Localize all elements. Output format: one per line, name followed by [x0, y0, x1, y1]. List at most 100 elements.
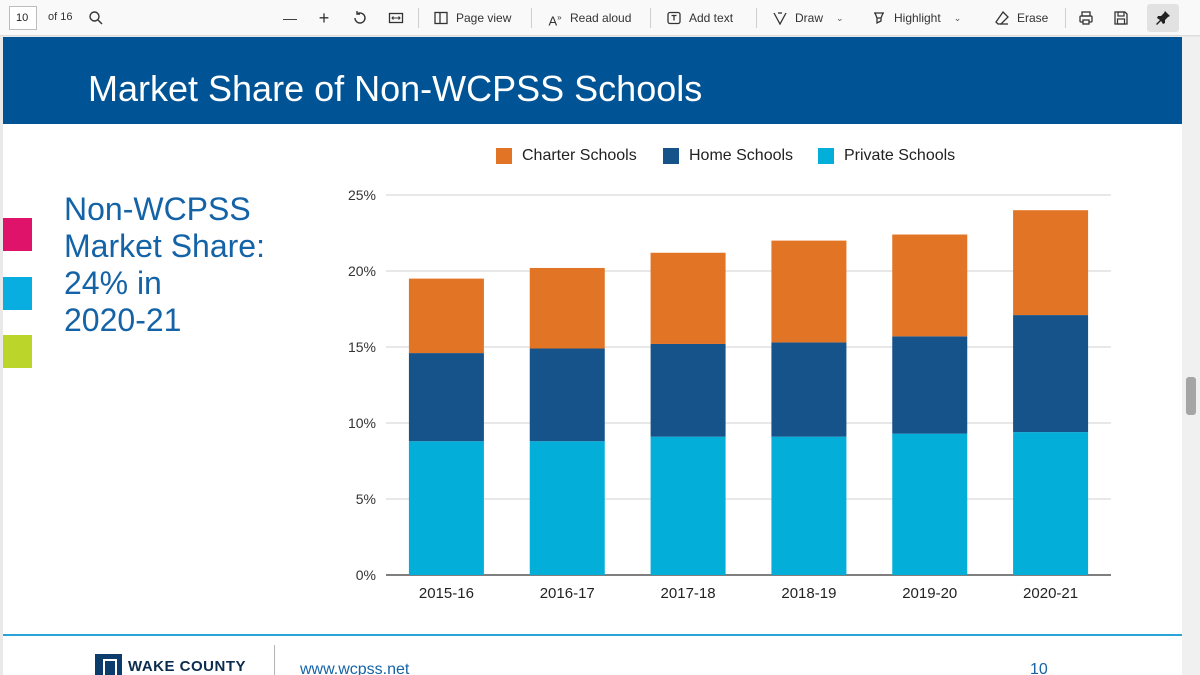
page-view-button[interactable]: Page view	[433, 4, 511, 32]
search-icon	[89, 11, 103, 25]
page-count: of 16	[48, 11, 73, 23]
toolbar-separator	[756, 8, 757, 28]
wake-county-logo-text: WAKE COUNTY	[128, 657, 246, 675]
draw-chevron-down-icon[interactable]: ⌄	[836, 12, 844, 23]
bar-segment-private-schools	[892, 433, 968, 575]
search-button[interactable]	[88, 4, 104, 32]
market-share-callout: Non-WCPSS Market Share: 24% in 2020-21	[64, 191, 304, 339]
y-tick-label: 10%	[348, 415, 376, 431]
bar-segment-private-schools	[771, 436, 847, 575]
add-text-icon	[667, 11, 681, 25]
page-view-label: Page view	[456, 11, 512, 25]
save-button[interactable]	[1113, 4, 1129, 32]
callout-line: Market Share:	[64, 228, 265, 264]
add-text-label: Add text	[689, 11, 734, 25]
print-button[interactable]	[1078, 4, 1094, 32]
draw-icon	[773, 12, 787, 26]
legend-item-charter: Charter Schools	[496, 147, 637, 165]
zoom-out-button[interactable]: —	[282, 4, 298, 32]
footer-page-number: 10	[1030, 661, 1048, 675]
toolbar-separator	[531, 8, 532, 28]
callout-line: Non-WCPSS	[64, 191, 251, 227]
bar-segment-home-schools	[771, 342, 847, 437]
fit-width-button[interactable]	[388, 4, 404, 32]
legend-swatch-charter	[496, 148, 512, 164]
title-bar: Market Share of Non-WCPSS Schools	[3, 37, 1182, 124]
legend-label-home: Home Schools	[689, 147, 794, 164]
read-aloud-button[interactable]: A» Read aloud	[547, 4, 631, 32]
bar-segment-home-schools	[892, 336, 968, 434]
bar-segment-charter-schools	[892, 234, 968, 337]
bar-segment-private-schools	[650, 436, 726, 575]
plus-icon: +	[318, 8, 330, 28]
bar-segment-home-schools	[408, 353, 484, 442]
pin-toolbar-button[interactable]	[1147, 4, 1179, 32]
pin-icon	[1156, 11, 1170, 25]
add-text-button[interactable]: Add text	[666, 4, 733, 32]
accent-square-cyan	[3, 277, 32, 310]
fit-width-icon	[388, 12, 404, 24]
bar-segment-private-schools	[408, 441, 484, 575]
toolbar-separator	[650, 8, 651, 28]
highlight-icon	[874, 12, 884, 25]
bar-segment-charter-schools	[529, 267, 605, 349]
accent-square-pink	[3, 218, 32, 251]
slide-title: Market Share of Non-WCPSS Schools	[88, 68, 703, 109]
y-tick-label: 5%	[356, 491, 376, 507]
slide-page: Market Share of Non-WCPSS Schools Non-WC…	[3, 37, 1182, 675]
wake-county-logo-icon	[95, 654, 122, 675]
erase-label: Erase	[1017, 11, 1049, 25]
bar-segment-home-schools	[529, 348, 605, 442]
bar-segment-private-schools	[1013, 432, 1089, 575]
wake-county-logo: WAKE COUNTY	[95, 654, 246, 675]
x-tick-label: 2018-19	[781, 585, 836, 602]
read-aloud-icon: A»	[548, 13, 562, 29]
bar-segment-home-schools	[1013, 315, 1089, 433]
y-tick-label: 20%	[348, 263, 376, 279]
bar-segment-charter-schools	[1013, 210, 1089, 316]
stacked-bar-chart: 0% 5% 10% 15% 20% 25% 2015-16 2016-17 2017-18 201…	[348, 187, 1111, 602]
legend-item-private: Private Schools	[818, 147, 955, 165]
minus-icon: —	[283, 10, 297, 26]
rotate-button[interactable]	[352, 4, 368, 32]
legend-swatch-home	[663, 148, 679, 164]
bar-segment-charter-schools	[408, 278, 484, 354]
accent-square-lime	[3, 335, 32, 368]
legend-swatch-private	[818, 148, 834, 164]
y-tick-label: 0%	[356, 567, 376, 583]
legend-label-private: Private Schools	[844, 147, 956, 164]
bar-segment-private-schools	[529, 441, 605, 575]
bar-segment-charter-schools	[650, 252, 726, 344]
x-tick-label: 2017-18	[661, 585, 716, 602]
printer-icon	[1079, 11, 1093, 25]
bar-segment-charter-schools	[771, 240, 847, 343]
draw-button[interactable]: Draw ⌄	[772, 4, 844, 32]
footer-vertical-divider	[274, 645, 275, 675]
highlight-button[interactable]: Highlight ⌄	[871, 4, 961, 32]
y-tick-label: 25%	[348, 187, 376, 203]
rotate-icon	[354, 11, 366, 24]
footer-divider-line	[3, 634, 1182, 636]
zoom-in-button[interactable]: +	[316, 4, 332, 32]
footer-url[interactable]: www.wcpss.net	[300, 661, 410, 675]
legend-item-home: Home Schools	[663, 147, 793, 165]
toolbar-separator	[1065, 8, 1066, 28]
highlight-label: Highlight	[894, 11, 941, 25]
read-aloud-label: Read aloud	[570, 11, 632, 25]
toolbar-separator	[418, 8, 419, 28]
erase-button[interactable]: Erase	[994, 4, 1048, 32]
vertical-scrollbar[interactable]	[1182, 37, 1200, 675]
y-tick-label: 15%	[348, 339, 376, 355]
highlight-chevron-down-icon[interactable]: ⌄	[953, 12, 962, 23]
callout-line: 2020-21	[64, 302, 182, 338]
x-tick-label: 2019-20	[902, 585, 957, 602]
x-tick-label: 2015-16	[419, 585, 474, 602]
eraser-icon	[995, 10, 1009, 25]
x-tick-label: 2020-21	[1023, 585, 1078, 602]
scrollbar-thumb[interactable]	[1186, 377, 1196, 415]
legend-label-charter: Charter Schools	[522, 147, 637, 164]
page-view-icon	[434, 11, 448, 25]
callout-line: 24% in	[64, 265, 162, 301]
page-number-input[interactable]: 10	[9, 6, 37, 30]
bar-segment-home-schools	[650, 343, 726, 437]
